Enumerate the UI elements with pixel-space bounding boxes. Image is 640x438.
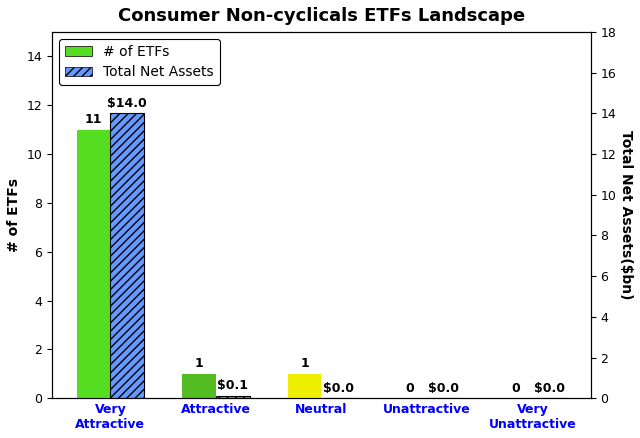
Y-axis label: Total Net Assets($bn): Total Net Assets($bn) [619,131,633,300]
Text: $0.1: $0.1 [218,379,248,392]
Bar [182,374,216,398]
Y-axis label: # of ETFs: # of ETFs [7,178,21,252]
Bar [287,374,321,398]
Text: $14.0: $14.0 [108,97,147,110]
Text: $0.0: $0.0 [323,381,354,395]
Title: Consumer Non-cyclicals ETFs Landscape: Consumer Non-cyclicals ETFs Landscape [118,7,525,25]
Text: $0.0: $0.0 [428,381,460,395]
Text: 0: 0 [406,381,415,395]
Bar [216,396,250,398]
Text: 1: 1 [195,357,204,370]
Text: 0: 0 [511,381,520,395]
Legend: # of ETFs, Total Net Assets: # of ETFs, Total Net Assets [59,39,220,85]
Bar [77,130,110,398]
Text: 1: 1 [300,357,309,370]
Bar [110,113,144,398]
Text: $0.0: $0.0 [534,381,565,395]
Text: 11: 11 [84,113,102,126]
